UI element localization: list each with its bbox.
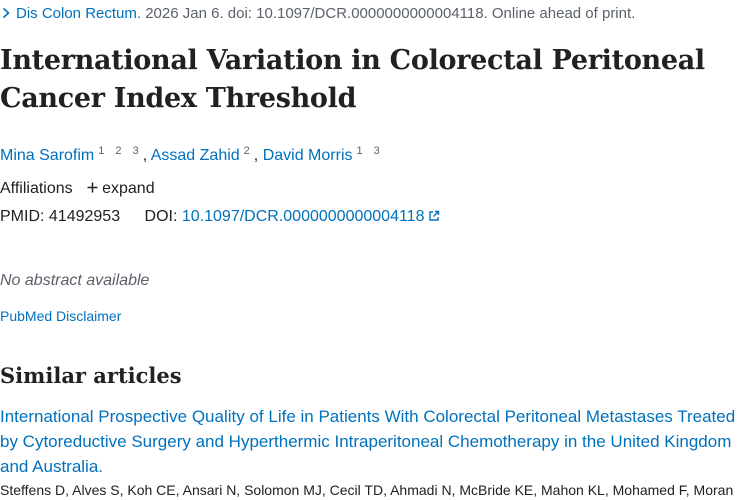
- doi-label: DOI:: [144, 208, 178, 225]
- author-affiliation-refs[interactable]: 1 3: [356, 145, 384, 157]
- affiliations-label: Affiliations: [0, 180, 73, 197]
- author-link[interactable]: Mina Sarofim: [0, 147, 95, 164]
- author-affiliation-refs[interactable]: 1 2 3: [98, 145, 143, 157]
- pmid-value: 41492953: [48, 208, 121, 225]
- author-affiliation-refs[interactable]: 2: [243, 145, 254, 157]
- citation-line: Dis Colon Rectum. 2026 Jan 6. doi: 10.10…: [0, 4, 635, 24]
- similar-article-title-link[interactable]: International Prospective Quality of Lif…: [0, 407, 736, 476]
- author-separator: ,: [142, 147, 148, 164]
- similar-article-authors: Steffens D, Alves S, Koh CE, Ansari N, S…: [0, 482, 734, 498]
- author-link[interactable]: Assad Zahid: [150, 147, 240, 164]
- pmid-label: PMID:: [0, 208, 45, 225]
- journal-link[interactable]: Dis Colon Rectum.: [16, 5, 142, 22]
- pubmed-disclaimer-link[interactable]: PubMed Disclaimer: [0, 308, 122, 324]
- doi-link[interactable]: 10.1097/DCR.0000000000004118: [181, 208, 425, 225]
- chevron-right-icon[interactable]: [0, 7, 12, 19]
- citation-details: 2026 Jan 6. doi: 10.1097/DCR.00000000000…: [145, 5, 636, 22]
- affiliations-row: Affiliations expand: [0, 178, 155, 200]
- author-link[interactable]: David Morris: [262, 147, 353, 164]
- authors-list: Mina Sarofim 1 2 3, Assad Zahid 2, David M…: [0, 140, 384, 167]
- expand-label: expand: [102, 180, 155, 197]
- author-separator: ,: [253, 147, 259, 164]
- plus-icon: [87, 182, 98, 193]
- article-title: International Variation in Colorectal Pe…: [0, 45, 705, 114]
- no-abstract-text: No abstract available: [0, 272, 150, 289]
- identifiers-row: PMID: 41492953 DOI: 10.1097/DCR.00000000…: [0, 206, 440, 228]
- similar-articles-heading: Similar articles: [0, 363, 182, 388]
- affiliations-expand-button[interactable]: expand: [77, 180, 155, 197]
- external-link-icon[interactable]: [428, 210, 440, 222]
